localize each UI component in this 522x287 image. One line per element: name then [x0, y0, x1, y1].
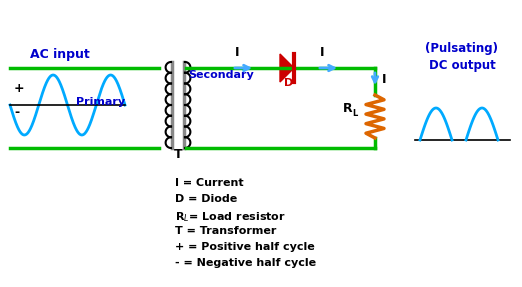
Polygon shape — [280, 54, 294, 82]
Text: - = Negative half cycle: - = Negative half cycle — [175, 258, 316, 268]
Text: -: - — [14, 106, 19, 119]
Text: Secondary: Secondary — [188, 70, 254, 80]
Text: T = Transformer: T = Transformer — [175, 226, 276, 236]
Text: (Pulsating)
DC output: (Pulsating) DC output — [425, 42, 499, 72]
Text: Primary: Primary — [76, 97, 125, 107]
Text: T: T — [174, 148, 182, 161]
Text: R$_L$= Load resistor: R$_L$= Load resistor — [175, 210, 286, 224]
Text: I = Current: I = Current — [175, 178, 244, 188]
Text: I: I — [382, 73, 386, 86]
Text: I: I — [235, 46, 239, 59]
Text: L: L — [352, 109, 357, 118]
Text: + = Positive half cycle: + = Positive half cycle — [175, 242, 315, 252]
Text: +: + — [14, 82, 25, 95]
Text: I: I — [320, 46, 324, 59]
Text: AC input: AC input — [30, 48, 90, 61]
Text: D = Diode: D = Diode — [175, 194, 238, 204]
Text: R: R — [343, 102, 353, 115]
Text: D: D — [284, 78, 293, 88]
